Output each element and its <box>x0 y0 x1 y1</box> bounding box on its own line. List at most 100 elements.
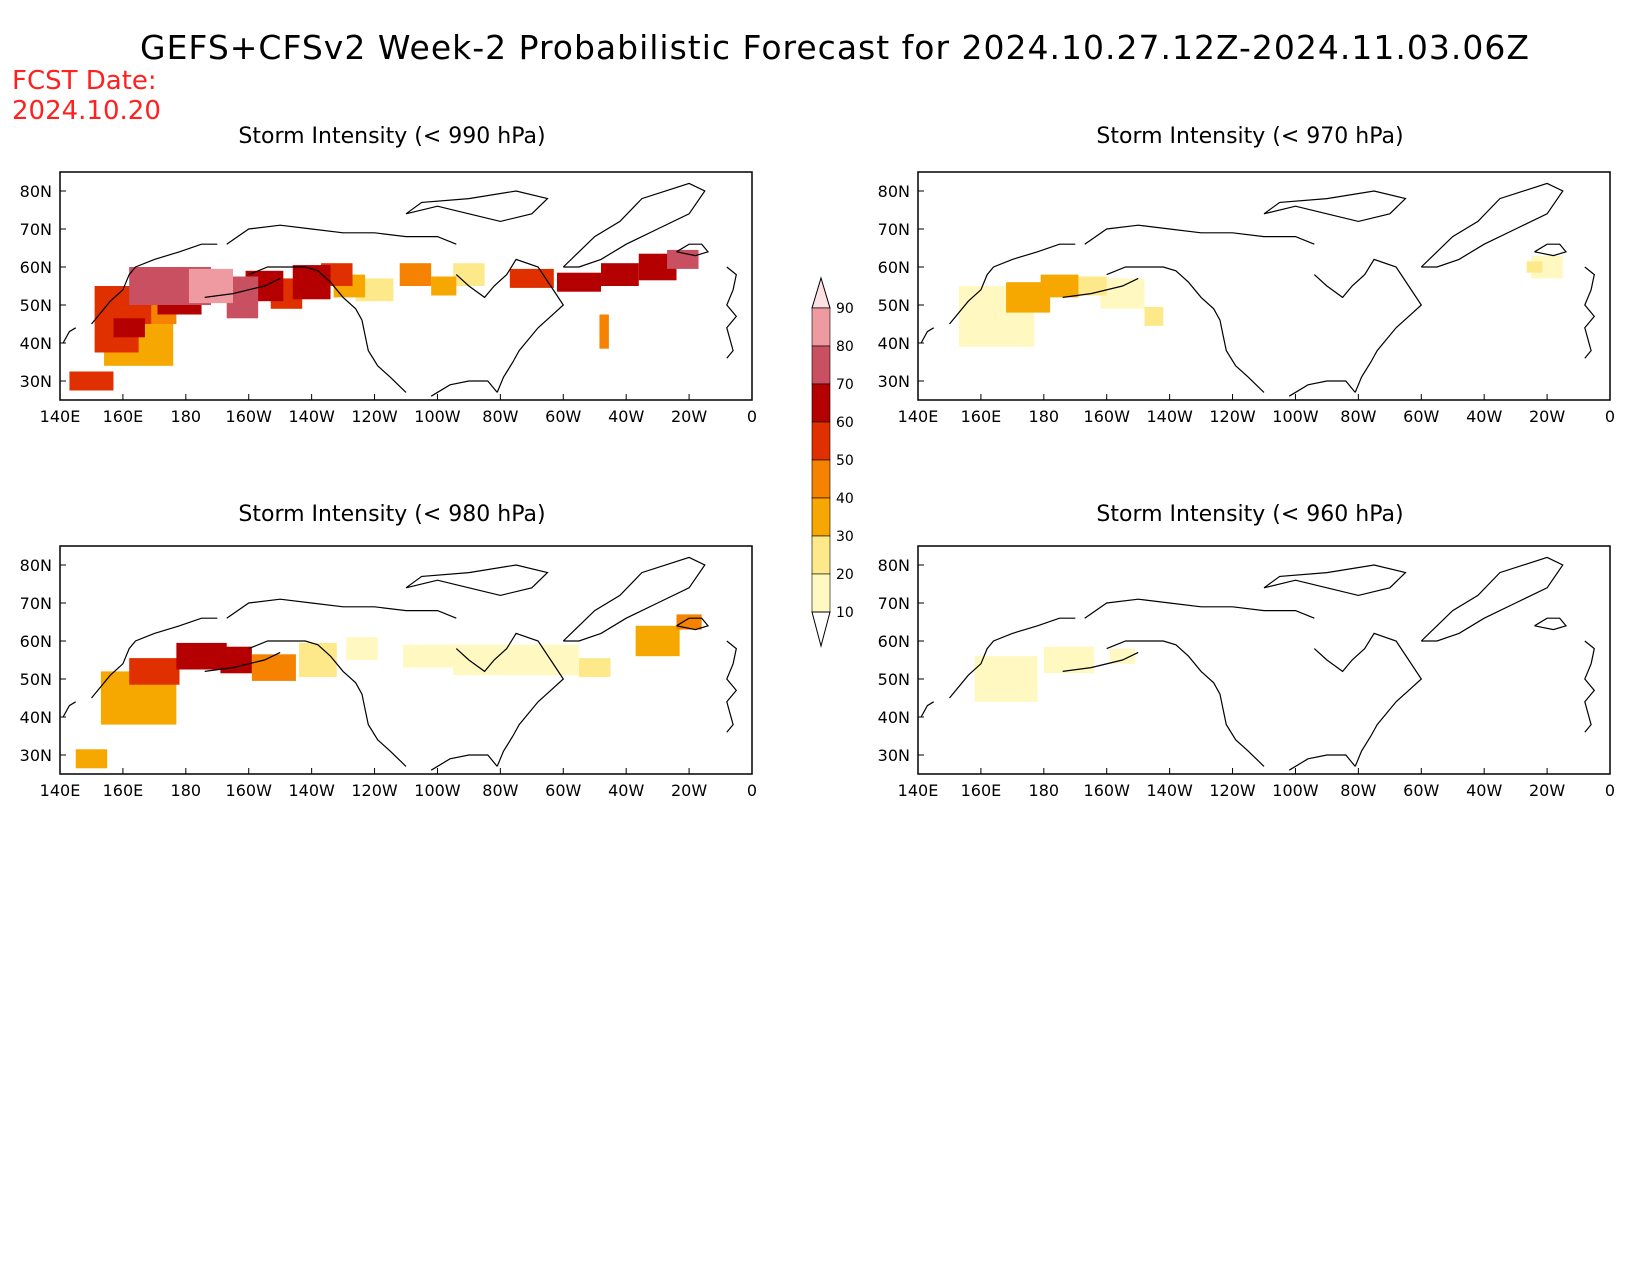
x-tick-label: 140E <box>40 781 81 800</box>
y-tick-label: 30N <box>20 746 52 765</box>
y-tick-label: 80N <box>20 182 52 201</box>
coastline <box>455 632 565 767</box>
coastline <box>1584 266 1596 359</box>
coastline <box>1263 564 1407 597</box>
coastline <box>204 651 281 672</box>
probability-cell <box>188 268 233 304</box>
coastline <box>1084 224 1315 245</box>
colorbar-segment <box>811 497 831 537</box>
probability-cell <box>1100 278 1145 309</box>
x-tick-label: 100W <box>1272 781 1319 800</box>
x-tick-label: 0 <box>747 781 757 800</box>
probability-cell <box>75 749 108 769</box>
y-tick-label: 70N <box>878 594 910 613</box>
coastline <box>562 182 706 268</box>
x-tick-label: 140E <box>40 407 81 426</box>
colorbar-segment <box>811 307 831 347</box>
x-tick-label: 180 <box>1029 407 1060 426</box>
x-tick-label: 40W <box>1466 407 1502 426</box>
probability-cell <box>453 263 485 286</box>
coastline <box>1106 640 1265 767</box>
x-tick-label: 20W <box>1529 407 1565 426</box>
x-tick-label: 60W <box>1403 781 1439 800</box>
x-tick-label: 160E <box>103 407 144 426</box>
coastline <box>248 640 407 767</box>
y-tick-label: 50N <box>878 296 910 315</box>
coastline <box>430 754 498 771</box>
coastline <box>91 243 218 325</box>
colorbar-label: 10 <box>836 605 854 621</box>
coastline <box>91 617 218 699</box>
probability-cell <box>1043 646 1095 674</box>
x-tick-label: 60W <box>545 407 581 426</box>
coastline <box>1313 258 1423 393</box>
probability-cell <box>1531 255 1563 279</box>
colorbar: 10 20 30 40 50 60 70 80 90 <box>811 276 854 648</box>
coastline <box>1084 598 1315 619</box>
probability-cell <box>579 658 611 678</box>
probability-cell <box>113 318 145 338</box>
colorbar-segment <box>811 573 831 613</box>
probability-cell <box>601 263 639 286</box>
coastline <box>1288 380 1356 397</box>
y-tick-label: 80N <box>878 182 910 201</box>
probability-cell <box>220 646 252 674</box>
x-tick-label: 160E <box>961 407 1002 426</box>
x-tick-label: 140E <box>898 781 939 800</box>
forecast-date-label: FCST Date: <box>12 66 157 96</box>
coastline <box>676 617 710 631</box>
y-tick-label: 70N <box>878 220 910 239</box>
x-tick-label: 0 <box>1605 781 1615 800</box>
coastline <box>1062 277 1139 298</box>
probability-cell <box>431 276 457 296</box>
y-tick-label: 40N <box>20 708 52 727</box>
probability-field <box>69 249 699 391</box>
x-tick-label: 140W <box>1146 781 1193 800</box>
coastline <box>405 190 549 223</box>
y-tick-label: 60N <box>20 258 52 277</box>
y-tick-label: 50N <box>20 670 52 689</box>
probability-cell <box>69 371 114 391</box>
y-tick-label: 40N <box>20 334 52 353</box>
x-tick-label: 40W <box>608 781 644 800</box>
probability-cell <box>1144 306 1164 326</box>
map-panel-980: 140E 160E 180 160W 140W 120W 100W 80W 60W 40W 20W 0… <box>20 545 757 800</box>
colorbar-segment <box>811 421 831 461</box>
colorbar-label: 50 <box>836 453 854 469</box>
probability-cell <box>599 314 609 349</box>
coastline <box>949 617 1076 699</box>
coastline <box>562 556 706 642</box>
x-tick-label: 120W <box>351 407 398 426</box>
colorbar-label: 90 <box>836 301 854 317</box>
x-tick-label: 140W <box>288 781 335 800</box>
y-tick-label: 50N <box>20 296 52 315</box>
probability-cell <box>251 654 296 681</box>
probability-cell <box>1109 648 1136 664</box>
colorbar-label: 20 <box>836 567 854 583</box>
coastlines <box>62 182 738 397</box>
x-tick-label: 160W <box>1084 781 1131 800</box>
x-tick-label: 120W <box>351 781 398 800</box>
probability-cell <box>1526 261 1543 273</box>
y-tick-label: 50N <box>878 670 910 689</box>
coastline <box>949 243 1076 325</box>
coastlines <box>920 556 1596 771</box>
x-tick-label: 180 <box>1029 781 1060 800</box>
map-frame <box>59 545 753 775</box>
main-title: GEFS+CFSv2 Week-2 Probabilistic Forecast… <box>140 28 1530 67</box>
coastlines <box>920 182 1596 397</box>
coastline <box>226 224 457 245</box>
coastline <box>1584 640 1596 733</box>
colorbar-extension-top <box>811 276 831 309</box>
y-tick-label: 30N <box>878 746 910 765</box>
y-tick-label: 40N <box>878 708 910 727</box>
x-tick-label: 160E <box>961 781 1002 800</box>
x-tick-label: 180 <box>171 407 202 426</box>
coastline <box>204 277 281 298</box>
colorbar-segment <box>811 459 831 499</box>
x-tick-label: 80W <box>482 407 518 426</box>
probability-cell <box>399 263 432 286</box>
coastline <box>1534 617 1568 631</box>
coastline <box>1420 556 1564 642</box>
x-tick-label: 0 <box>747 407 757 426</box>
